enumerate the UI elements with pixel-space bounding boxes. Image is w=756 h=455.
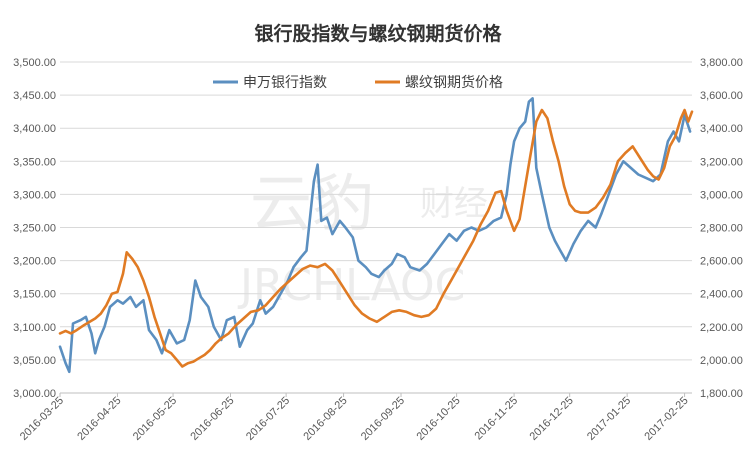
y-left-tick-label: 3,100.00: [13, 322, 56, 334]
series-line-rebar-futures: [58, 108, 694, 368]
legend-label-bank-index: 申万银行指数: [243, 75, 327, 91]
left-y-axis: 3,000.00 3,050.00 3,100.00 3,150.00 3,200.00…: [13, 57, 56, 400]
y-right-tick-label: 2,400.00: [700, 289, 743, 301]
y-right-tick-label: 2,800.00: [700, 223, 743, 235]
legend: 申万银行指数 螺纹钢期货价格: [213, 74, 503, 91]
watermark-sub: 财经: [420, 184, 488, 224]
y-right-tick-label: 3,600.00: [700, 90, 743, 102]
legend-item-bank-index: 申万银行指数: [213, 75, 327, 91]
y-right-tick-label: 2,600.00: [700, 256, 743, 268]
y-left-tick-label: 3,150.00: [13, 289, 56, 301]
series-line-bank-index: [58, 97, 692, 374]
watermark-latin: JRCHLAOC: [237, 260, 465, 311]
y-right-tick-label: 3,800.00: [700, 57, 743, 69]
y-right-tick-label: 3,200.00: [700, 156, 743, 168]
y-left-tick-label: 3,500.00: [13, 57, 56, 69]
legend-item-rebar-futures: 螺纹钢期货价格: [375, 74, 503, 91]
y-right-tick-label: 3,400.00: [700, 123, 743, 135]
chart-title: 银行股指数与螺纹钢期货价格: [254, 22, 502, 45]
legend-label-rebar-futures: 螺纹钢期货价格: [405, 74, 503, 91]
y-left-tick-label: 3,300.00: [13, 189, 56, 201]
y-left-tick-label: 3,350.00: [13, 156, 56, 168]
right-y-axis: 1,800.00 2,000.00 2,200.00 2,400.00 2,600.00…: [700, 57, 743, 400]
y-left-tick-label: 3,050.00: [13, 355, 56, 367]
y-left-tick-label: 3,450.00: [13, 90, 56, 102]
series-lines: [58, 97, 694, 374]
y-left-tick-label: 3,000.00: [13, 388, 56, 400]
y-left-tick-label: 3,400.00: [13, 123, 56, 135]
y-right-tick-label: 1,800.00: [700, 388, 743, 400]
y-right-tick-label: 2,000.00: [700, 355, 743, 367]
y-right-tick-label: 3,000.00: [700, 189, 743, 201]
y-left-tick-label: 3,200.00: [13, 256, 56, 268]
y-right-tick-label: 2,200.00: [700, 322, 743, 334]
y-left-tick-label: 3,250.00: [13, 223, 56, 235]
